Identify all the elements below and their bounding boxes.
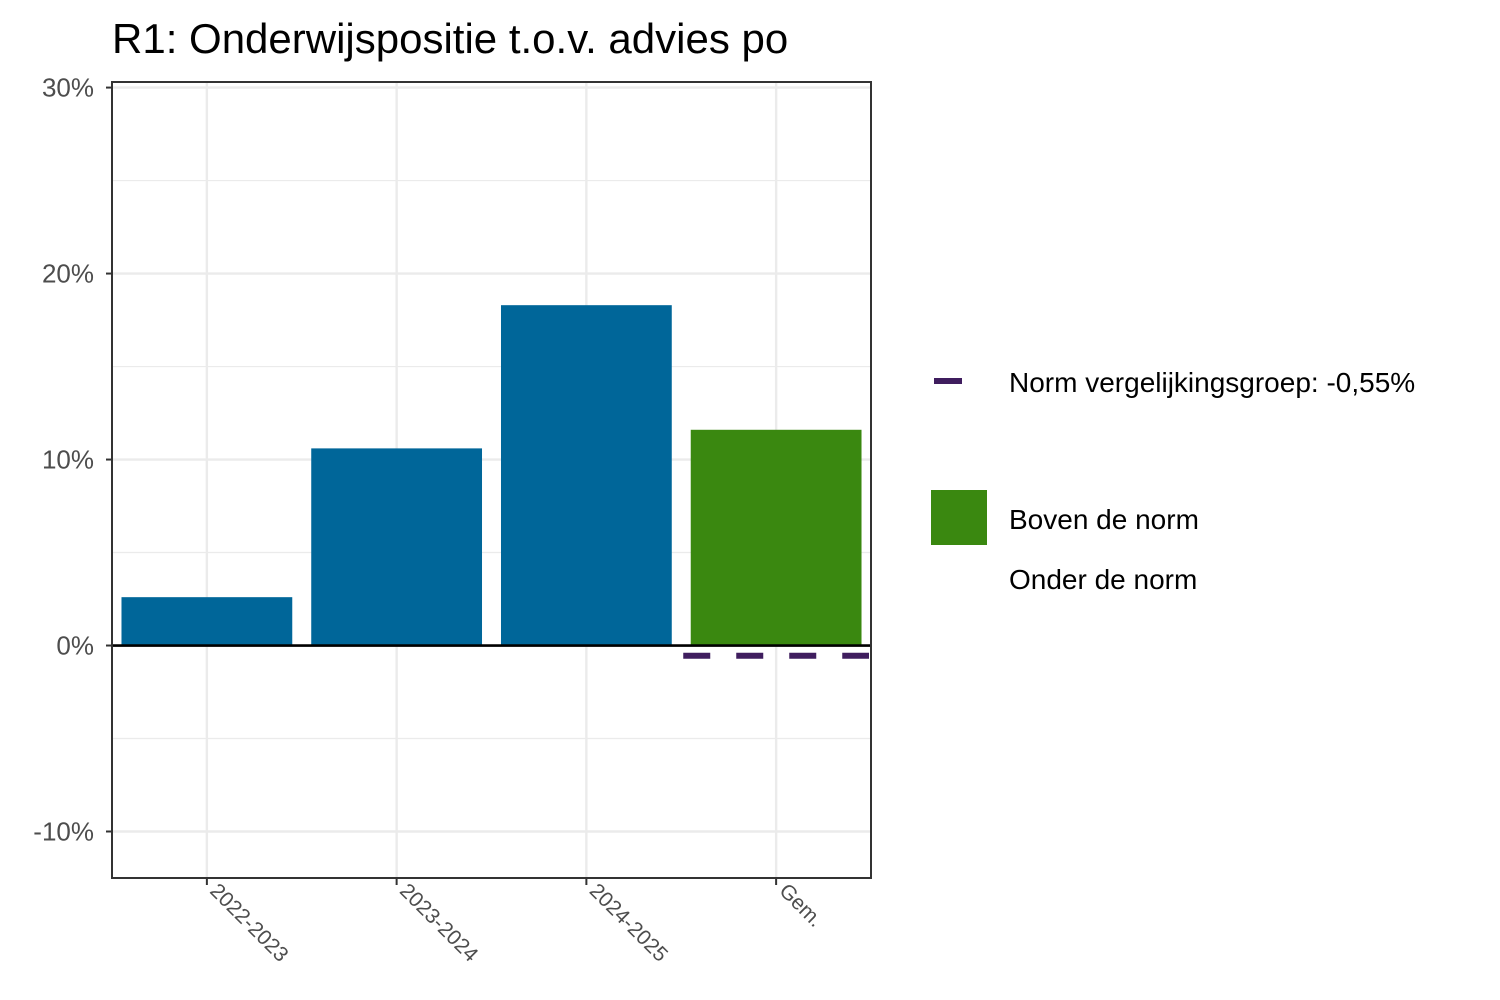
legend-norm-label: Norm vergelijkingsgroep: -0,55%	[1009, 367, 1415, 398]
legend-above-label: Boven de norm	[1009, 504, 1199, 535]
chart-title: R1: Onderwijspositie t.o.v. advies po	[112, 15, 788, 62]
y-tick-label: 0%	[56, 631, 94, 661]
bar-2023-2024	[311, 448, 483, 646]
x-tick-label: 2022-2023	[205, 879, 292, 966]
y-tick-label: -10%	[33, 817, 94, 847]
y-tick-label: 20%	[42, 259, 94, 289]
bar-gem-	[690, 429, 862, 646]
legend-above-key	[931, 490, 987, 545]
y-axis: -10% 0% 10% 20% 30%	[33, 73, 112, 847]
x-tick-label: 2024-2025	[585, 879, 672, 966]
legend-below-label: Onder de norm	[1009, 564, 1197, 595]
bar-2024-2025	[500, 305, 672, 646]
y-tick-label: 30%	[42, 73, 94, 103]
legend: Norm vergelijkingsgroep: -0,55% Boven de…	[931, 367, 1415, 595]
plot-panel-border	[111, 81, 872, 879]
x-axis: 2022-2023 2023-2024 2024-2025 Gem.	[205, 878, 827, 967]
x-tick-label: 2023-2024	[395, 879, 483, 967]
x-tick-label: Gem.	[775, 879, 828, 932]
bar-2022-2023	[121, 597, 293, 646]
y-tick-label: 10%	[42, 445, 94, 475]
bars	[121, 305, 862, 646]
